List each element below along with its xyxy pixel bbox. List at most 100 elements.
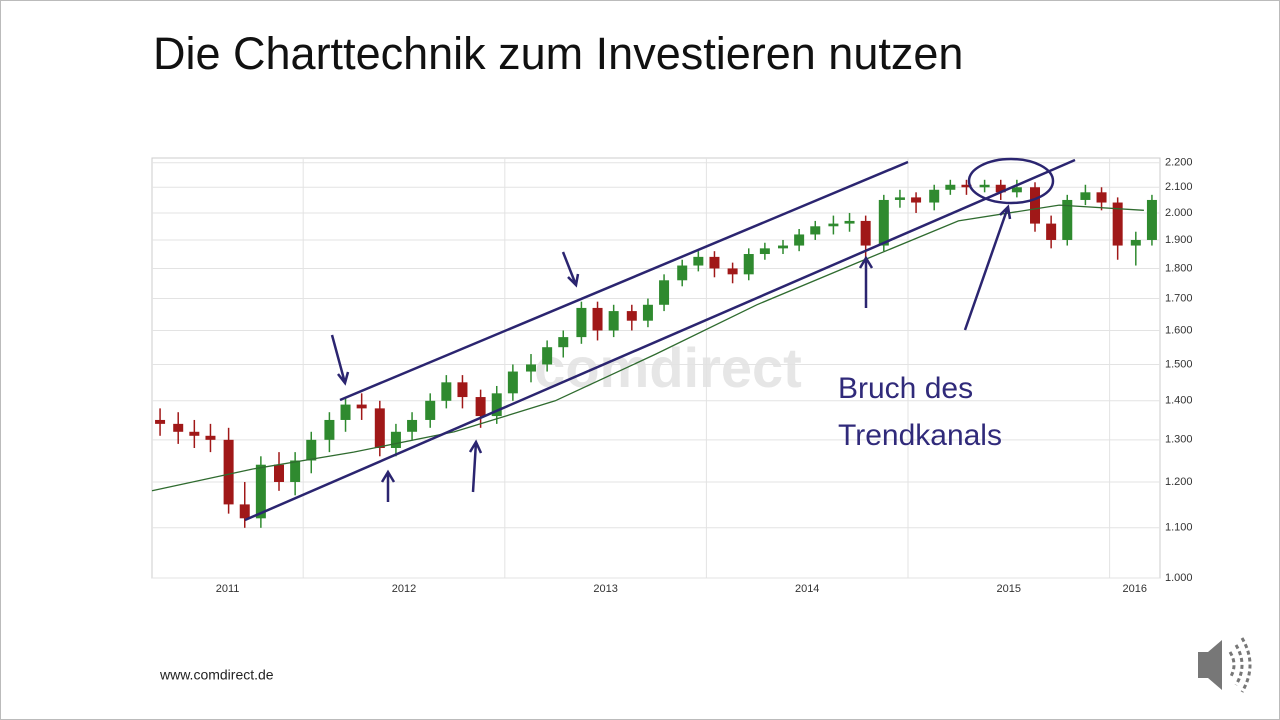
candle-body xyxy=(274,464,285,482)
watermark: comdirect xyxy=(534,336,802,399)
y-tick-label: 1.600 xyxy=(1165,324,1193,336)
candle-body xyxy=(457,382,468,398)
candle-body xyxy=(1146,199,1157,240)
break-circle xyxy=(967,157,1055,205)
candle-body xyxy=(1062,199,1073,240)
candle-body xyxy=(441,382,452,401)
candle-body xyxy=(425,400,436,420)
candle-body xyxy=(844,220,855,224)
candle-body xyxy=(290,460,301,482)
speaker-body xyxy=(1198,640,1222,690)
candle-body xyxy=(894,197,905,200)
candle-body xyxy=(794,234,805,246)
moving-average xyxy=(151,204,1144,492)
candle-body xyxy=(642,304,653,321)
candle-body xyxy=(1011,187,1022,193)
candle-body xyxy=(255,464,266,519)
speaker-icon xyxy=(1198,637,1252,693)
candle-body xyxy=(961,184,972,188)
arrow xyxy=(963,204,1012,331)
x-tick-label: 2012 xyxy=(392,583,416,595)
candle-body xyxy=(778,245,789,249)
y-tick-label: 1.300 xyxy=(1165,434,1193,446)
candle-body xyxy=(189,431,200,436)
candle-body xyxy=(911,197,922,203)
footer-link: www.comdirect.de xyxy=(159,667,274,683)
candle-body xyxy=(810,226,821,235)
candle-body xyxy=(390,431,401,448)
candle-body xyxy=(324,419,335,440)
candle-body xyxy=(576,307,587,338)
candle-body xyxy=(1096,192,1107,203)
candle-body xyxy=(475,397,486,417)
candle-body xyxy=(173,423,184,432)
candle-body xyxy=(727,268,738,275)
candle-body xyxy=(542,347,553,365)
candle-body xyxy=(709,256,720,269)
candle-body xyxy=(1130,239,1141,246)
y-tick-label: 1.800 xyxy=(1165,262,1193,274)
candle-body xyxy=(407,419,418,432)
candle-body xyxy=(659,280,670,305)
candle-body xyxy=(929,189,940,203)
arrow xyxy=(858,255,874,308)
speaker-waves xyxy=(1228,637,1252,693)
candle-body xyxy=(356,404,367,409)
candle-body xyxy=(860,220,871,246)
annotation-text: Bruch des xyxy=(838,372,973,405)
x-tick-label: 2015 xyxy=(997,583,1021,595)
candle-body xyxy=(979,184,990,188)
y-tick-label: 1.000 xyxy=(1165,572,1193,584)
plot-area xyxy=(151,157,1161,579)
channel-upper xyxy=(339,160,909,402)
arrow xyxy=(330,334,350,386)
candle-body xyxy=(1046,223,1057,240)
arrow xyxy=(380,469,396,502)
candle-body xyxy=(491,393,502,417)
y-tick-label: 2.100 xyxy=(1165,181,1193,193)
candle-body xyxy=(1080,192,1091,200)
slide-title: Die Charttechnik zum Investieren nutzen xyxy=(153,28,963,79)
x-tick-label: 2016 xyxy=(1123,583,1147,595)
candle-body xyxy=(205,435,216,440)
x-tick-label: 2011 xyxy=(216,583,240,595)
chart-marks: 1.000 1.100 1.200 1.300 1.400 1.500 1.600 1.700… xyxy=(151,157,1193,595)
candle-body xyxy=(526,364,537,372)
drawn-annotations xyxy=(244,157,1076,522)
candle-body xyxy=(693,256,704,266)
x-tick-label: 2014 xyxy=(795,583,819,595)
y-tick-label: 1.400 xyxy=(1165,395,1193,407)
candle-body xyxy=(677,265,688,281)
y-tick-label: 1.200 xyxy=(1165,476,1193,488)
candle-body xyxy=(374,408,385,448)
candle-body xyxy=(1030,187,1041,224)
candle-body xyxy=(507,371,518,394)
y-tick-label: 1.900 xyxy=(1165,234,1193,246)
candle-body xyxy=(995,184,1006,193)
candle-body xyxy=(608,311,619,331)
candle-body xyxy=(239,504,250,519)
y-tick-label: 1.100 xyxy=(1165,522,1193,534)
arrow xyxy=(561,251,580,288)
candle-body xyxy=(878,199,889,246)
candle-body xyxy=(759,248,770,255)
candle-body xyxy=(155,419,166,424)
y-tick-label: 2.200 xyxy=(1165,157,1193,169)
arrow xyxy=(468,439,483,493)
candle-body xyxy=(592,307,603,331)
candle-body xyxy=(558,337,569,348)
candle-body xyxy=(743,254,754,275)
y-tick-label: 1.700 xyxy=(1165,292,1193,304)
candle-body xyxy=(306,439,317,461)
candle-body xyxy=(828,223,839,227)
y-tick-label: 2.000 xyxy=(1165,207,1193,219)
candle-body xyxy=(626,311,637,321)
channel-lower xyxy=(244,158,1076,522)
candle-body xyxy=(945,184,956,190)
candle-body xyxy=(340,404,351,420)
annotation-text: Trendkanals xyxy=(838,419,1002,452)
candle-body xyxy=(1112,202,1123,246)
y-tick-label: 1.500 xyxy=(1165,358,1193,370)
candle-body xyxy=(223,439,234,505)
